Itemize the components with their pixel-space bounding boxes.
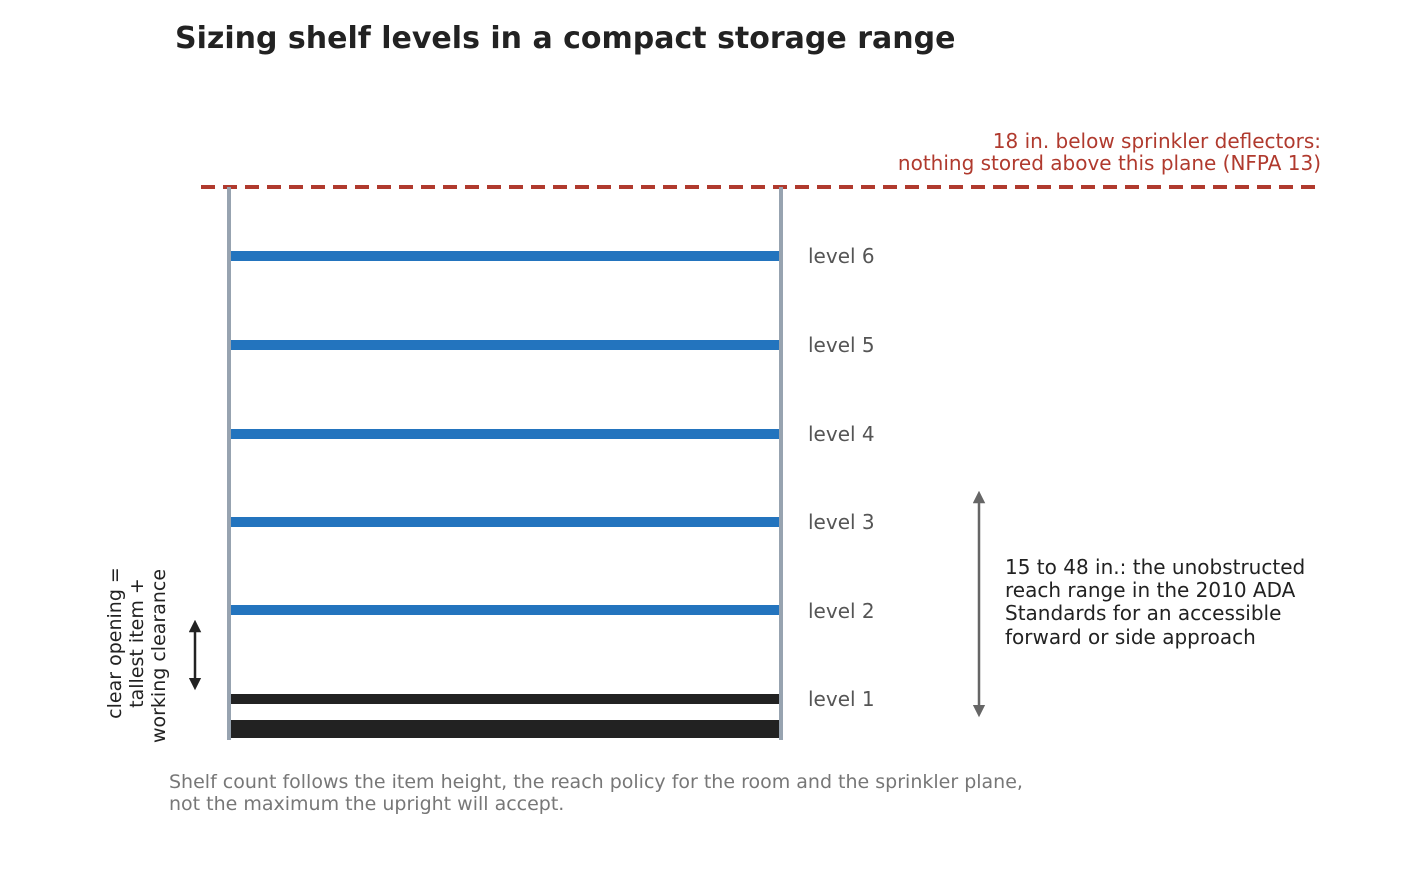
shelf-level-4: [231, 429, 779, 439]
sprinkler-note-line-1: 18 in. below sprinkler deflectors:: [993, 129, 1321, 153]
shelf-level-3: [231, 517, 779, 527]
diagram-title: Sizing shelf levels in a compact storage…: [175, 21, 955, 56]
caption-line-1: Shelf count follows the item height, the…: [169, 771, 1023, 793]
level-label-2: level 2: [808, 599, 875, 623]
sprinkler-note-line-2: nothing stored above this plane (NFPA 13…: [898, 151, 1321, 175]
reach-note-line-4: forward or side approach: [1005, 625, 1256, 649]
shelf-level-1: [231, 694, 779, 704]
shelf-level-5: [231, 340, 779, 350]
shelf-level-2: [231, 605, 779, 615]
reach-note-line-3: Standards for an accessible: [1005, 601, 1281, 625]
level-label-4: level 4: [808, 422, 875, 446]
clear-opening-line-3: working clearance: [148, 569, 170, 743]
level-label-6: level 6: [808, 244, 875, 268]
level-label-1: level 1: [808, 687, 875, 711]
clear-opening-line-2: tallest item +: [126, 578, 148, 708]
reach-note-line-1: 15 to 48 in.: the unobstructed: [1005, 555, 1305, 579]
clear-opening-line-1: clear opening =: [104, 567, 126, 719]
caption-line-2: not the maximum the upright will accept.: [169, 793, 564, 815]
level-label-3: level 3: [808, 510, 875, 534]
base-plinth: [231, 720, 779, 738]
reach-note-line-2: reach range in the 2010 ADA: [1005, 578, 1296, 602]
shelf-level-6: [231, 251, 779, 261]
level-label-5: level 5: [808, 333, 875, 357]
